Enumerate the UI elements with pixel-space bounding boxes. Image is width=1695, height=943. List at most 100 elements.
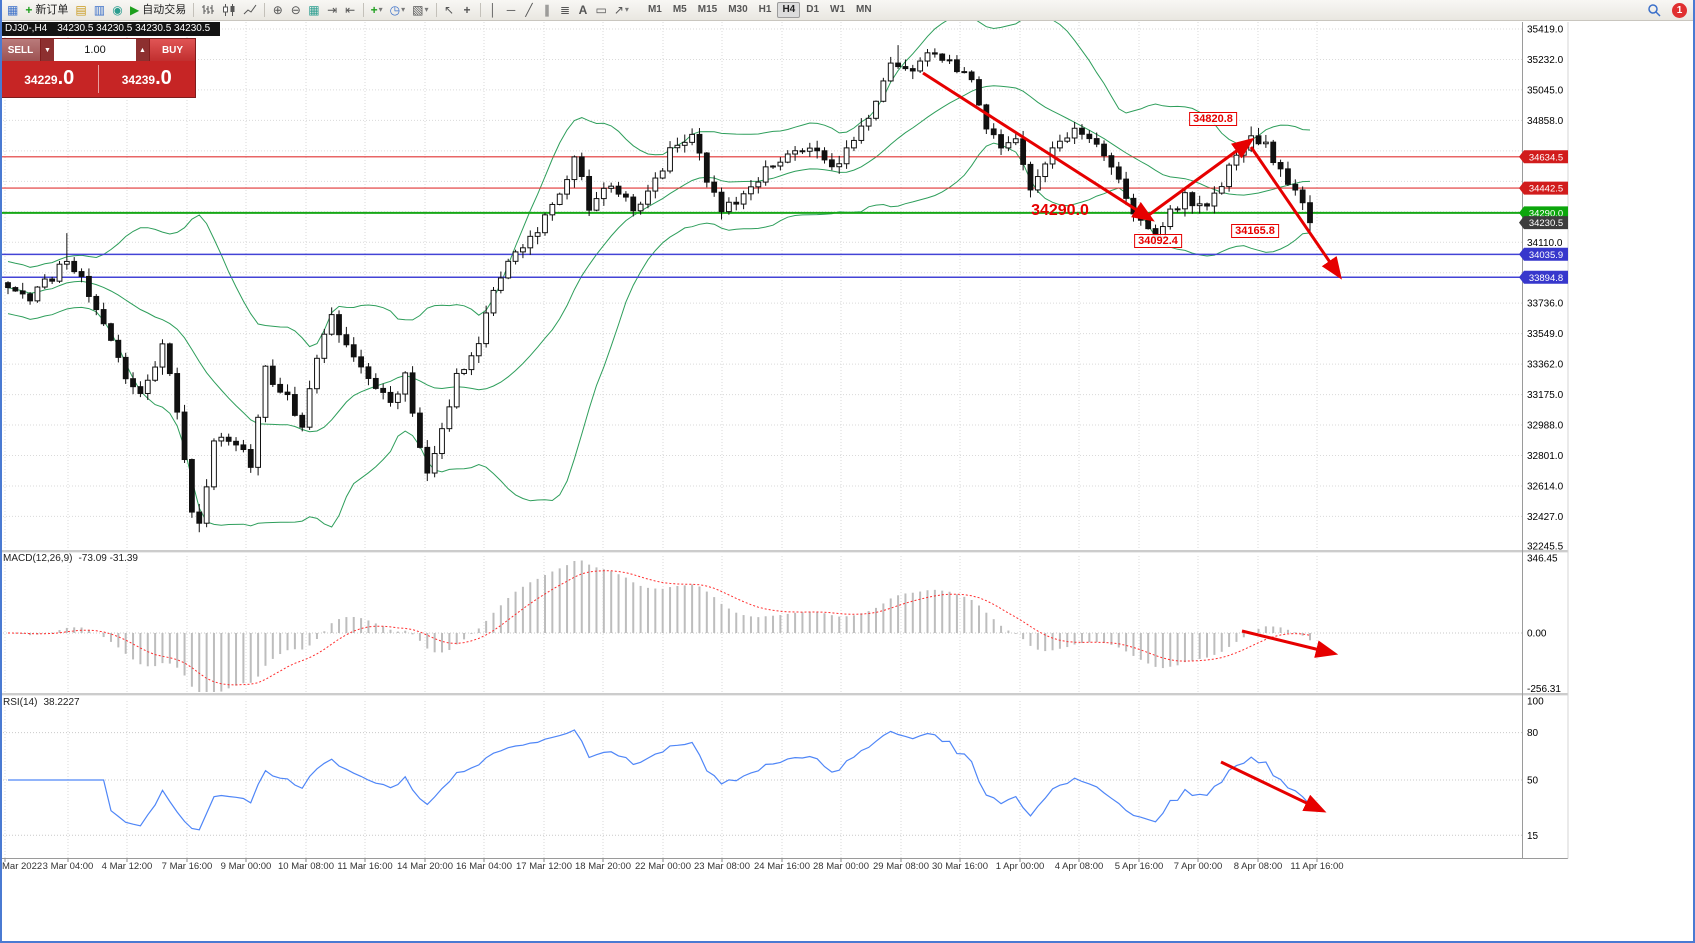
zoom-out-button[interactable]: ⊖ [287,2,304,19]
zoom-in-button[interactable]: ⊕ [269,2,286,19]
svg-text:5 Apr 16:00: 5 Apr 16:00 [1115,861,1164,872]
chart-symbol-period: DJ30-,H4 [5,23,48,34]
fibonacci-tool-button[interactable]: ≣ [557,2,574,19]
price-badge [1519,150,1568,164]
price-badge [1519,247,1568,261]
search-button[interactable] [1644,2,1664,19]
sell-button[interactable]: SELL [1,39,41,61]
svg-text:4 Mar 12:00: 4 Mar 12:00 [102,861,153,872]
sell-price-pips: .0 [57,67,75,89]
vertical-line-tool-button[interactable]: │ [485,2,502,19]
svg-text:9 Mar 00:00: 9 Mar 00:00 [221,861,272,872]
timeframe-m30[interactable]: M30 [723,2,752,18]
indicators-button[interactable]: + ▾ [368,2,386,19]
timeframe-mn[interactable]: MN [851,2,877,18]
svg-text:32801.0: 32801.0 [1527,451,1564,462]
toolbar-separator [362,3,364,17]
crosshair-button[interactable]: + [459,2,476,19]
text-tool-button[interactable]: A [575,2,592,19]
volume-decrease-button[interactable]: ▼ [41,39,54,61]
toolbar-separator [193,3,195,17]
autoscroll-button[interactable]: ⇥ [324,2,341,19]
timeframe-m1[interactable]: M1 [643,2,667,18]
svg-text:346.45: 346.45 [1527,554,1558,565]
price-badge [1519,216,1568,230]
chevron-down-icon: ▾ [424,5,429,14]
bollinger-bands [7,12,1311,528]
data-window-button[interactable]: ◉ [109,2,126,19]
periods-button[interactable]: ◷ ▾ [387,2,409,19]
timeframe-m5[interactable]: M5 [668,2,692,18]
price-badge [1519,181,1568,195]
timeframe-h1[interactable]: H1 [754,2,777,18]
svg-text:33549.0: 33549.0 [1527,329,1564,340]
toolbar: ▦ + 新订单 ▤ ▥ ◉ ▶ 自动交易 ⊕ ⊖ ▦ ⇥ ⇤ + ▾ ◷ ▾ ▧ ▾ ↖ … [0,0,1695,21]
arrows-tool-button[interactable]: ↗ ▾ [611,2,632,19]
macd-name: MACD(12,26,9) [3,553,73,564]
timeframe-w1[interactable]: W1 [825,2,850,18]
autotrading-label: 自动交易 [142,3,187,16]
timeframe-m15[interactable]: M15 [693,2,722,18]
arrow-tool-icon: ↗ [613,3,624,17]
tile-windows-button[interactable]: ▦ [305,2,322,19]
trendline-tool-button[interactable]: ╱ [521,2,538,19]
svg-text:18 Mar 20:00: 18 Mar 20:00 [575,861,631,872]
label-tool-button[interactable]: ▭ [593,2,610,19]
bb-lower [7,142,1311,528]
svg-text:22 Mar 00:00: 22 Mar 00:00 [635,861,691,872]
macd-values: -73.09 -31.39 [78,553,138,564]
svg-text:7 Mar 16:00: 7 Mar 16:00 [162,861,213,872]
search-icon [1648,4,1661,17]
new-order-button[interactable]: + 新订单 [22,2,71,19]
candlestick-chart-type-button[interactable] [219,2,239,19]
template-icon: ▧ [412,3,424,17]
sell-price[interactable]: 34229.0 [1,60,98,98]
autotrading-button[interactable]: ▶ 自动交易 [127,2,189,19]
svg-text:3 Mar 04:00: 3 Mar 04:00 [43,861,94,872]
svg-text:-256.31: -256.31 [1527,684,1561,695]
template-button[interactable]: ▧ ▾ [409,2,431,19]
svg-text:33736.0: 33736.0 [1527,299,1564,310]
buy-price-main: 34239 [121,73,156,87]
market-watch-icon: ▥ [93,3,106,17]
horizontal-line-tool-button[interactable]: ─ [503,2,520,19]
zoom-in-icon: ⊕ [272,3,283,17]
notification-badge[interactable]: 1 [1672,2,1687,18]
trendline-icon: ╱ [525,3,533,17]
cursor-button[interactable]: ↖ [441,2,458,19]
new-chart-button[interactable]: ▦ [4,2,21,19]
toolbar-right: 1 [1644,2,1691,19]
svg-text:10 Mar 08:00: 10 Mar 08:00 [278,861,334,872]
buy-price[interactable]: 34239.0 [99,60,196,98]
fibonacci-icon: ≣ [559,3,571,17]
volume-input[interactable] [54,39,136,61]
price-badge [1519,270,1568,284]
buy-button[interactable]: BUY [149,39,195,61]
timeframe-d1[interactable]: D1 [801,2,824,18]
svg-text:14 Mar 20:00: 14 Mar 20:00 [397,861,453,872]
volume-increase-button[interactable]: ▲ [136,39,149,61]
bar-chart-type-button[interactable] [198,2,218,19]
trend-arrow [922,71,1155,222]
history-center-button[interactable]: ▤ [72,2,89,19]
chart-shift-button[interactable]: ⇤ [342,2,359,19]
new-order-icon: + [25,3,33,17]
one-click-trading-panel: SELL ▼ ▲ BUY 34229.0 34239.0 [0,38,196,98]
channel-tool-button[interactable]: ∥ [539,2,556,19]
market-watch-button[interactable]: ▥ [91,2,108,19]
svg-text:1 Apr 00:00: 1 Apr 00:00 [996,861,1045,872]
price-levels[interactable] [0,156,1522,279]
order-panel-top-row: SELL ▼ ▲ BUY [1,39,195,61]
bar-chart-icon [202,5,215,14]
line-chart-type-button[interactable] [240,2,260,19]
svg-text:29 Mar 08:00: 29 Mar 08:00 [873,861,929,872]
toolbar-separator [435,3,437,17]
chart-shift-icon: ⇤ [345,3,356,17]
timeframe-h4[interactable]: H4 [777,2,801,18]
svg-text:32245.5: 32245.5 [1527,542,1564,553]
svg-text:100: 100 [1527,697,1544,708]
candles [5,45,1313,533]
price-axis: 35419.0 35232.0 35045.0 34858.0 34110.0 33736… [1527,25,1564,553]
trend-arrows[interactable] [922,71,1342,813]
